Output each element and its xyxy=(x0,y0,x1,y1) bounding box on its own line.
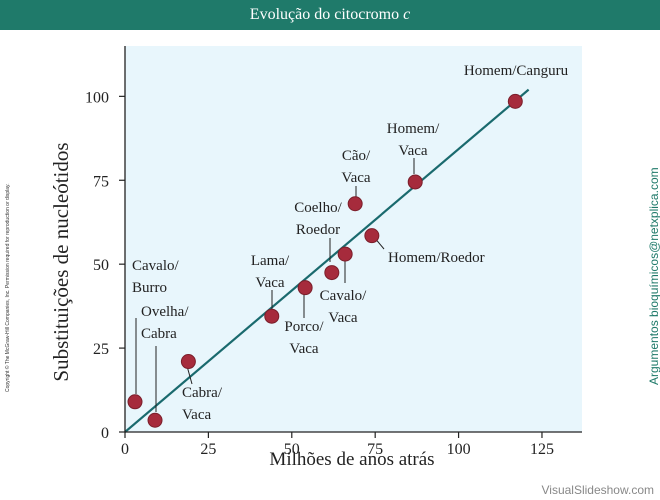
point-label: Vaca xyxy=(328,310,357,326)
chart-title-text: Evolução do citocromo xyxy=(249,6,404,23)
y-axis-label: Substituições de nucleótidos xyxy=(49,142,73,381)
point-labels: Cavalo/Burro Ovelha/Cabra Cabra/Vaca Lama/V… xyxy=(132,63,569,423)
point-label: Ovelha/ xyxy=(141,304,189,320)
label-leader xyxy=(186,365,193,385)
point-label: Homem/ xyxy=(387,121,440,137)
data-point xyxy=(147,412,163,428)
axis-ticks: 0 25 50 75 100 125 0 25 50 75 100 xyxy=(85,89,554,458)
watermark-text: VisualSlideshow.com xyxy=(541,483,654,497)
point-label: Vaca xyxy=(398,143,427,159)
point-label: Cabra xyxy=(141,326,177,342)
point-label: Roedor xyxy=(296,222,340,238)
data-point xyxy=(407,174,423,190)
x-tick-label: 100 xyxy=(447,441,471,458)
data-points xyxy=(127,93,523,428)
point-label: Vaca xyxy=(341,170,370,186)
y-tick-label: 25 xyxy=(93,341,109,358)
point-label: Vaca xyxy=(182,407,211,423)
data-point xyxy=(127,394,143,410)
x-tick-label: 25 xyxy=(200,441,216,458)
x-tick-label: 75 xyxy=(367,441,383,458)
x-axis-label: Milhões de anos atrás xyxy=(269,449,434,470)
point-label: Cabra/ xyxy=(182,385,223,401)
data-point xyxy=(347,196,363,212)
point-label: Burro xyxy=(132,280,167,296)
data-point xyxy=(324,265,340,281)
point-label: Porco/ xyxy=(284,319,324,335)
data-point xyxy=(337,246,353,262)
point-label: Coelho/ xyxy=(294,200,342,216)
y-tick-label: 100 xyxy=(85,89,109,106)
point-label: Vaca xyxy=(289,341,318,357)
point-label: Cavalo/ xyxy=(320,288,367,304)
x-tick-label: 0 xyxy=(121,441,129,458)
y-tick-label: 0 xyxy=(101,425,109,442)
copyright-notice: Copyright © The McGraw-Hill Companies, I… xyxy=(5,183,11,392)
data-point xyxy=(364,228,380,244)
side-brand-text: Argumentos bioquímicos@netxplica.com xyxy=(647,167,660,385)
data-point xyxy=(507,93,523,109)
data-point xyxy=(297,280,313,296)
point-label: Vaca xyxy=(255,275,284,291)
x-tick-label: 50 xyxy=(284,441,300,458)
trend-line xyxy=(124,88,530,433)
y-tick-label: 50 xyxy=(93,257,109,274)
data-point xyxy=(264,308,280,324)
point-label: Cavalo/ xyxy=(132,258,179,274)
point-label: Lama/ xyxy=(251,253,290,269)
x-tick-label: 125 xyxy=(530,441,554,458)
y-tick-label: 75 xyxy=(93,173,109,190)
chart-title-italic: c xyxy=(403,6,411,23)
point-label: Cão/ xyxy=(342,148,371,164)
chart-title-bar: Evolução do citocromo c xyxy=(0,0,660,30)
point-label: Homem/Roedor xyxy=(388,250,485,266)
point-label: Homem/Canguru xyxy=(464,63,569,79)
axes xyxy=(124,46,582,433)
data-point xyxy=(180,354,196,370)
